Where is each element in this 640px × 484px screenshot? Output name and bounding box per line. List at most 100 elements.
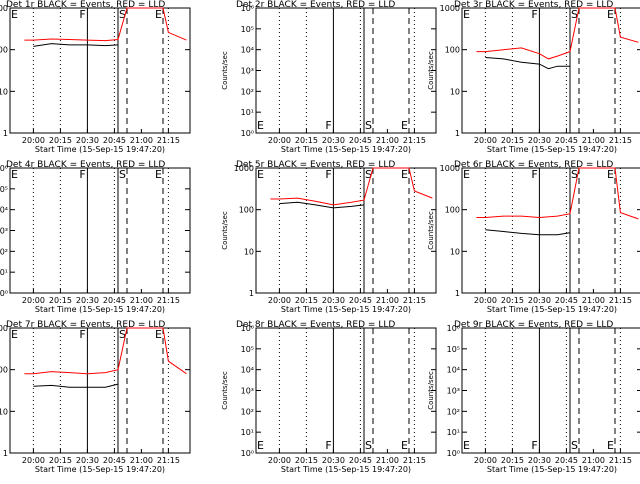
plot-frame [255,167,437,294]
series-line-events [33,383,119,388]
x-tick-label: 20:45 [103,296,126,305]
series-line-lld [24,7,187,42]
y-tick-label: 10³ [241,387,254,396]
y-tick-label: 10² [447,407,460,416]
y-tick-label: 1 [3,129,8,138]
y-tick-label: 10¹ [241,108,254,117]
x-tick-label: 21:15 [157,136,180,145]
event-marker-label: F [531,439,537,452]
y-tick-label: 10 [0,87,8,96]
y-tick-label: 10² [241,87,254,96]
x-tick-label: 20:45 [555,296,578,305]
panel-title: Det 7r BLACK = Events, RED = LLD [6,320,165,330]
y-axis-label: Counts/sec [427,51,435,90]
event-marker-label: E [155,328,162,341]
x-tick-label: 20:45 [103,136,126,145]
series-line-events [485,229,571,236]
x-tick-label: 20:30 [528,296,551,305]
event-marker-label: S [119,8,126,21]
x-tick-label: 21:00 [376,296,399,305]
panel-title: Det 1r BLACK = Events, RED = LLD [6,0,165,10]
y-tick-label: 10³ [241,67,254,76]
event-marker-label: E [463,8,470,21]
panel-det-3r: Det 3r BLACK = Events, RED = LLD 1 10 100 10… [427,0,640,154]
event-marker-label: E [257,439,264,452]
x-axis-label: Start Time (15-Sep-15 19:47:20) [35,305,165,314]
event-marker-label: F [531,168,537,181]
event-marker-label: E [401,119,408,132]
event-marker-label: E [11,168,18,181]
x-tick-label: 21:15 [157,296,180,305]
y-tick-label: 10⁴ [0,206,8,215]
x-tick-label: 20:00 [268,296,291,305]
y-tick-label: 1 [455,129,460,138]
event-marker-label: S [365,168,372,181]
y-tick-label: 10¹ [241,428,254,437]
x-axis-label: Start Time (15-Sep-15 19:47:20) [35,465,165,474]
x-tick-label: 20:15 [501,136,524,145]
event-marker-label: S [571,168,578,181]
y-tick-label: 1000 [0,4,8,13]
y-tick-label: 10⁵ [241,345,254,354]
event-marker-label: E [11,8,18,21]
y-tick-label: 1000 [440,4,460,13]
x-tick-label: 20:15 [295,456,318,465]
x-tick-label: 20:30 [76,296,99,305]
panel-title: Det 3r BLACK = Events, RED = LLD [454,0,613,10]
y-tick-label: 1000 [440,164,460,173]
x-tick-label: 20:30 [528,136,551,145]
event-marker-label: F [325,439,331,452]
y-tick-label: 100 [0,366,8,375]
x-axis-label: Start Time (15-Sep-15 19:47:20) [487,465,617,474]
y-tick-label: 10⁰ [241,129,254,138]
y-axis-label: Counts/sec [427,371,435,410]
y-axis-label: Counts/sec [221,211,229,250]
y-tick-label: 10 [450,247,460,256]
panel-det-6r: Det 6r BLACK = Events, RED = LLD 1 10 100 10… [427,160,640,314]
event-marker-label: E [155,8,162,21]
y-tick-label: 1 [3,449,8,458]
y-axis-label: Counts/sec [427,211,435,250]
y-tick-label: 10⁵ [241,25,254,34]
x-tick-label: 20:15 [49,456,72,465]
x-tick-label: 21:00 [130,456,153,465]
y-tick-label: 10⁰ [447,449,460,458]
x-tick-label: 20:15 [295,296,318,305]
x-tick-label: 21:15 [609,456,632,465]
event-marker-label: E [401,168,408,181]
y-tick-label: 10⁴ [241,46,254,55]
panel-det-7r: Det 7r BLACK = Events, RED = LLD 1 10 100 10… [0,320,191,474]
x-tick-label: 21:15 [403,296,426,305]
event-marker-label: S [365,439,372,452]
x-tick-label: 20:15 [295,136,318,145]
x-tick-label: 21:00 [376,456,399,465]
panel-det-1r: Det 1r BLACK = Events, RED = LLD 1 10 100 10… [0,0,191,154]
event-marker-label: E [607,168,614,181]
plot-frame [9,7,191,134]
panel-title: Det 5r BLACK = Events, RED = LLD [236,160,395,170]
y-tick-label: 10⁵ [447,345,460,354]
panel-det-2r: Det 2r BLACK = Events, RED = LLD 10⁰ 10¹ 10… [221,0,437,154]
x-tick-label: 20:30 [76,456,99,465]
event-marker-label: E [257,119,264,132]
y-tick-label: 1000 [234,164,254,173]
x-axis-label: Start Time (15-Sep-15 19:47:20) [35,145,165,154]
y-tick-label: 10⁰ [241,449,254,458]
event-marker-label: S [571,8,578,21]
y-axis-label: Counts/sec [221,371,229,410]
event-marker-label: E [11,328,18,341]
y-tick-label: 10⁴ [447,366,460,375]
x-tick-label: 20:30 [322,296,345,305]
event-marker-label: E [607,439,614,452]
x-tick-label: 20:15 [49,136,72,145]
y-tick-label: 10⁶ [241,324,254,333]
event-marker-label: E [401,439,408,452]
y-tick-label: 10² [241,407,254,416]
x-tick-label: 20:30 [76,136,99,145]
x-tick-label: 21:00 [130,296,153,305]
x-tick-label: 20:30 [322,456,345,465]
x-tick-label: 20:00 [268,136,291,145]
event-marker-label: S [119,328,126,341]
x-tick-label: 21:15 [403,136,426,145]
